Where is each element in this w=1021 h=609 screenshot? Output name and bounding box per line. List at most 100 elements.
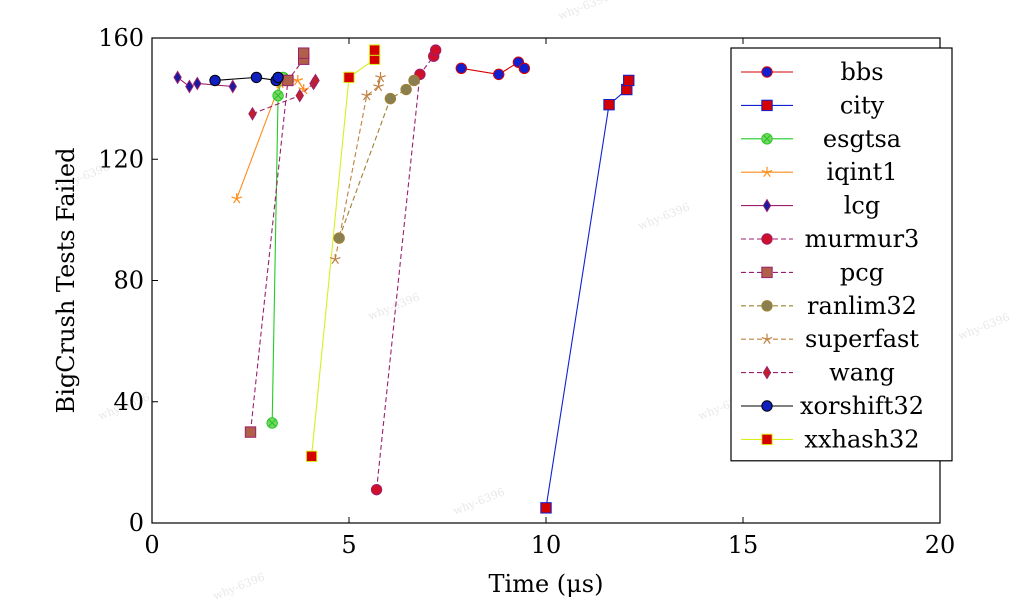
- data-point-xorshift32: [250, 71, 263, 84]
- data-point-murmur3: [370, 483, 383, 496]
- data-point-superfast: [373, 81, 384, 92]
- data-point-pcg: [282, 74, 294, 87]
- data-point-pcg: [297, 47, 310, 59]
- data-point-lcg: [193, 76, 202, 91]
- data-point-xxhash32: [343, 71, 355, 84]
- legend-entry-esgtsa: esgtsa: [741, 125, 901, 153]
- data-point-iqint1: [298, 84, 310, 95]
- legend-entry-bbs: bbs: [741, 58, 884, 86]
- legend-entry-pcg: pcg: [741, 258, 884, 286]
- series-markers: [173, 44, 635, 514]
- legend-label: murmur3: [805, 225, 920, 253]
- watermark-text: why-6396: [556, 0, 611, 23]
- x-tick-label: 10: [531, 531, 562, 559]
- series-line-murmur3: [376, 49, 437, 490]
- y-axis-title: BigCrush Tests Failed: [52, 148, 80, 414]
- data-point-city: [540, 502, 552, 514]
- legend-entry-superfast: superfast: [741, 325, 919, 353]
- data-point-superfast: [361, 90, 373, 101]
- legend-label: superfast: [805, 325, 919, 353]
- legend-label: lcg: [844, 192, 880, 220]
- legend-entry-iqint1: iqint1: [741, 158, 898, 186]
- data-point-xorshift32: [209, 74, 221, 87]
- y-tick-label: 160: [98, 24, 144, 52]
- y-tick-label: 40: [113, 388, 144, 416]
- legend-marker-city: [761, 99, 773, 112]
- legend-label: esgtsa: [823, 125, 901, 153]
- x-tick-label: 15: [728, 531, 759, 559]
- data-point-wang: [248, 106, 257, 121]
- data-point-ranlim32: [408, 74, 420, 87]
- data-point-ranlim32: [333, 232, 345, 244]
- legend-entry-ranlim32: ranlim32: [741, 292, 917, 320]
- data-point-superfast: [375, 71, 386, 83]
- legend-marker-iqint1: [761, 166, 773, 177]
- legend-marker-pcg: [761, 266, 773, 279]
- legend-marker-xorshift32: [761, 400, 773, 412]
- series-line-superfast: [334, 77, 382, 260]
- y-tick-label: 80: [113, 267, 144, 295]
- x-tick-label: 5: [341, 531, 356, 559]
- data-point-bbs: [455, 62, 467, 75]
- legend-entry-city: city: [741, 91, 885, 119]
- series-line-pcg: [249, 53, 305, 433]
- data-point-murmur3: [429, 44, 442, 56]
- y-tick-label: 0: [129, 509, 144, 537]
- series-line-wang: [252, 80, 316, 115]
- x-tick-label: 20: [925, 531, 956, 559]
- legend-marker-superfast: [761, 333, 773, 344]
- legend-label: xorshift32: [800, 392, 924, 420]
- legend-entry-xxhash32: xxhash32: [741, 425, 920, 453]
- legend-marker-ranlim32: [761, 300, 773, 312]
- series-line-xorshift32: [214, 76, 279, 82]
- data-point-ranlim32: [400, 83, 412, 96]
- legend-entry-wang: wang: [741, 359, 895, 387]
- legend-label: pcg: [840, 258, 884, 286]
- legend-marker-murmur3: [761, 233, 773, 245]
- series-line-esgtsa: [271, 77, 284, 423]
- data-point-bbs: [493, 68, 505, 81]
- data-point-lcg: [173, 70, 182, 85]
- series-lines: [177, 49, 630, 508]
- legend-box: [730, 47, 953, 462]
- data-point-city: [603, 98, 615, 111]
- data-point-xxhash32: [305, 450, 318, 463]
- x-axis-title: Time (μs): [489, 570, 604, 598]
- data-point-lcg: [228, 79, 237, 94]
- legend-label: iqint1: [826, 158, 897, 186]
- series-line-ranlim32: [338, 80, 415, 239]
- legend-marker-lcg: [762, 198, 772, 213]
- data-point-wang: [311, 73, 320, 88]
- data-point-esgtsa: [272, 89, 284, 102]
- legend: bbs city esgtsa iqint1 lcg murmur3 pcg ranlim32…: [730, 47, 953, 462]
- legend-marker-xxhash32: [761, 433, 773, 446]
- data-point-pcg: [244, 426, 257, 438]
- watermark-text: why-6396: [636, 200, 691, 232]
- legend-marker-esgtsa: [761, 133, 773, 145]
- series-line-city: [545, 80, 630, 508]
- data-point-wang: [295, 88, 304, 103]
- data-point-bbs: [518, 62, 531, 75]
- legend-marker-wang: [762, 365, 772, 380]
- legend-label: ranlim32: [807, 292, 917, 320]
- legend-marker-bbs: [761, 66, 773, 78]
- watermark-text: why-6396: [451, 485, 506, 517]
- y-tick-label: 120: [98, 145, 144, 173]
- data-point-xxhash32: [368, 44, 381, 56]
- data-point-superfast: [329, 253, 341, 265]
- series-line-xxhash32: [311, 50, 376, 457]
- legend-label: city: [840, 91, 885, 119]
- legend-entry-lcg: lcg: [741, 192, 880, 220]
- legend-label: wang: [829, 359, 895, 387]
- legend-entry-murmur3: murmur3: [741, 225, 919, 253]
- data-point-ranlim32: [384, 92, 397, 105]
- watermark-text: why-6396: [956, 310, 1011, 342]
- data-point-lcg: [185, 79, 194, 94]
- legend-entry-xorshift32: xorshift32: [741, 392, 924, 420]
- x-tick-label: 0: [144, 531, 159, 559]
- data-point-xorshift32: [272, 71, 284, 84]
- series-line-lcg: [177, 76, 233, 88]
- legend-label: bbs: [840, 58, 883, 86]
- data-point-iqint1: [292, 74, 304, 86]
